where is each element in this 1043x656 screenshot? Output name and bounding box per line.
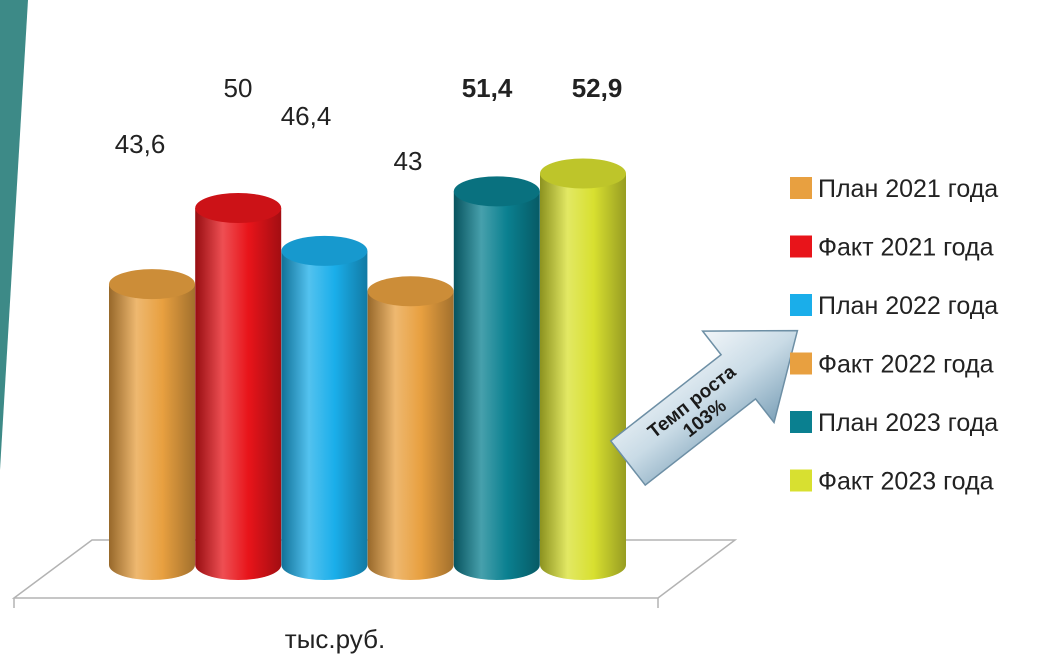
bar-6 bbox=[540, 158, 626, 581]
bar-4-top bbox=[367, 276, 454, 307]
legend-swatch-4 bbox=[790, 352, 812, 375]
legend-swatch-6 bbox=[790, 469, 812, 492]
value-label-6: 52,9 bbox=[572, 73, 623, 103]
bar-3-top bbox=[281, 235, 368, 266]
legend-label-1: План 2021 года bbox=[818, 175, 998, 203]
legend-swatch-2 bbox=[790, 235, 812, 258]
bar-2-top bbox=[195, 193, 282, 223]
value-label-1: 43,6 bbox=[115, 129, 166, 159]
legend-label-5: План 2023 года bbox=[818, 409, 998, 437]
growth-arrow-shape bbox=[609, 329, 799, 487]
floor-plane bbox=[11, 539, 738, 608]
legend-label-4: Факт 2022 года bbox=[818, 351, 994, 379]
bar-3 bbox=[281, 235, 368, 580]
bars-group bbox=[109, 158, 626, 581]
legend-item-3: План 2022 года bbox=[790, 292, 998, 320]
value-label-5: 51,4 bbox=[462, 73, 513, 103]
legend-item-1: План 2021 года bbox=[790, 175, 998, 203]
bar-3-body bbox=[281, 250, 368, 580]
bar-1-top bbox=[109, 269, 195, 300]
bar-5-top bbox=[453, 176, 540, 207]
legend-item-6: Факт 2023 года bbox=[790, 468, 994, 496]
legend-item-5: План 2023 года bbox=[790, 409, 998, 437]
x-axis-label: тыс.руб. bbox=[285, 624, 385, 654]
bar-2 bbox=[195, 193, 282, 580]
legend-label-2: Факт 2021 года bbox=[818, 234, 994, 262]
legend-item-2: Факт 2021 года bbox=[790, 234, 994, 262]
legend: План 2021 года Факт 2021 года План 2022 го… bbox=[790, 175, 998, 496]
bar-4 bbox=[367, 276, 454, 580]
legend-swatch-5 bbox=[790, 411, 812, 433]
bar-6-body bbox=[540, 173, 626, 581]
legend-item-4: Факт 2022 года bbox=[790, 351, 994, 379]
legend-swatch-3 bbox=[790, 294, 812, 316]
bar-5-body bbox=[453, 191, 540, 580]
value-label-4: 43 bbox=[394, 146, 423, 176]
legend-label-3: План 2022 года bbox=[818, 292, 998, 320]
bar-1-body bbox=[109, 284, 195, 580]
decorative-teal-corner bbox=[0, 0, 28, 470]
legend-swatch-1 bbox=[790, 177, 812, 199]
bar-1 bbox=[109, 269, 195, 580]
bar-5 bbox=[453, 176, 540, 580]
bar-2-body bbox=[195, 208, 282, 580]
value-label-2: 50 bbox=[224, 73, 253, 103]
value-label-3: 46,4 bbox=[281, 101, 332, 131]
value-labels-group: 43,6 50 46,4 43 51,4 52,9 bbox=[115, 73, 623, 176]
bar-6-top bbox=[540, 158, 626, 189]
legend-label-6: Факт 2023 года bbox=[818, 468, 994, 496]
bar-4-body bbox=[367, 291, 454, 580]
